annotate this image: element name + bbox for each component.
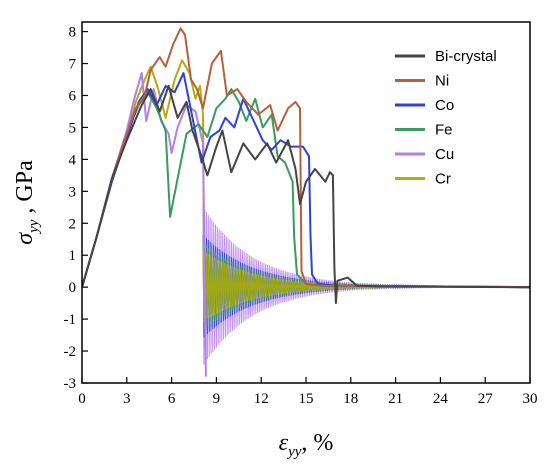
y-tick-label: 8 (69, 25, 77, 41)
x-tick-label: 21 (388, 391, 403, 407)
legend-item-cu: Cu (395, 146, 454, 163)
y-tick-label: 1 (69, 248, 77, 264)
y-axis-symbol: σ (12, 232, 38, 245)
series-fe-line (82, 88, 530, 289)
y-tick-label: -1 (64, 312, 77, 328)
y-tick-label: 0 (69, 280, 77, 296)
legend-item-fe: Fe (395, 122, 453, 139)
x-tick-label: 30 (523, 391, 538, 407)
legend-item-ni: Ni (395, 73, 449, 90)
y-tick-label: 3 (69, 184, 77, 200)
legend-label: Cr (435, 171, 451, 188)
series-bi-crystal-line (82, 84, 530, 305)
legend-label: Ni (435, 73, 449, 90)
legend-label: Fe (435, 122, 453, 139)
legend-label: Co (435, 97, 454, 114)
legend-label: Bi-crystal (435, 48, 497, 65)
y-tick-label: -3 (64, 376, 77, 392)
x-tick-label: 6 (168, 391, 176, 407)
x-axis-symbol: ε (279, 430, 289, 456)
x-axis-subscript: yy (286, 444, 302, 460)
y-tick-label: 2 (69, 216, 77, 232)
x-tick-label: 0 (78, 391, 86, 407)
x-tick-label: 9 (213, 391, 221, 407)
legend-item-bi-crystal: Bi-crystal (395, 48, 497, 65)
plot-area (82, 27, 530, 377)
x-tick-label: 18 (343, 391, 358, 407)
y-tick-label: 7 (69, 57, 77, 73)
x-tick-label: 3 (123, 391, 131, 407)
y-axis-subscript: yy (26, 219, 42, 235)
x-tick-label: 15 (299, 391, 314, 407)
x-tick-label: 27 (478, 391, 494, 407)
x-axis-title: εyy, % (279, 430, 334, 460)
series-ni-line (82, 27, 530, 289)
x-tick-label: 24 (433, 391, 449, 407)
y-tick-label: 6 (69, 88, 77, 104)
legend-label: Cu (435, 146, 454, 163)
y-axis-unit: , GPa (12, 160, 38, 220)
y-tick-label: 5 (69, 120, 77, 136)
y-tick-label: 4 (69, 152, 77, 168)
x-tick-label: 12 (254, 391, 269, 407)
legend: Bi-crystal Ni Co Fe Cu Cr (395, 48, 497, 188)
x-axis-unit: , % (301, 430, 333, 456)
y-axis-title: σyy , GPa (12, 160, 42, 245)
legend-item-co: Co (395, 97, 454, 114)
y-tick-label: -2 (64, 344, 77, 360)
legend-item-cr: Cr (395, 171, 451, 188)
